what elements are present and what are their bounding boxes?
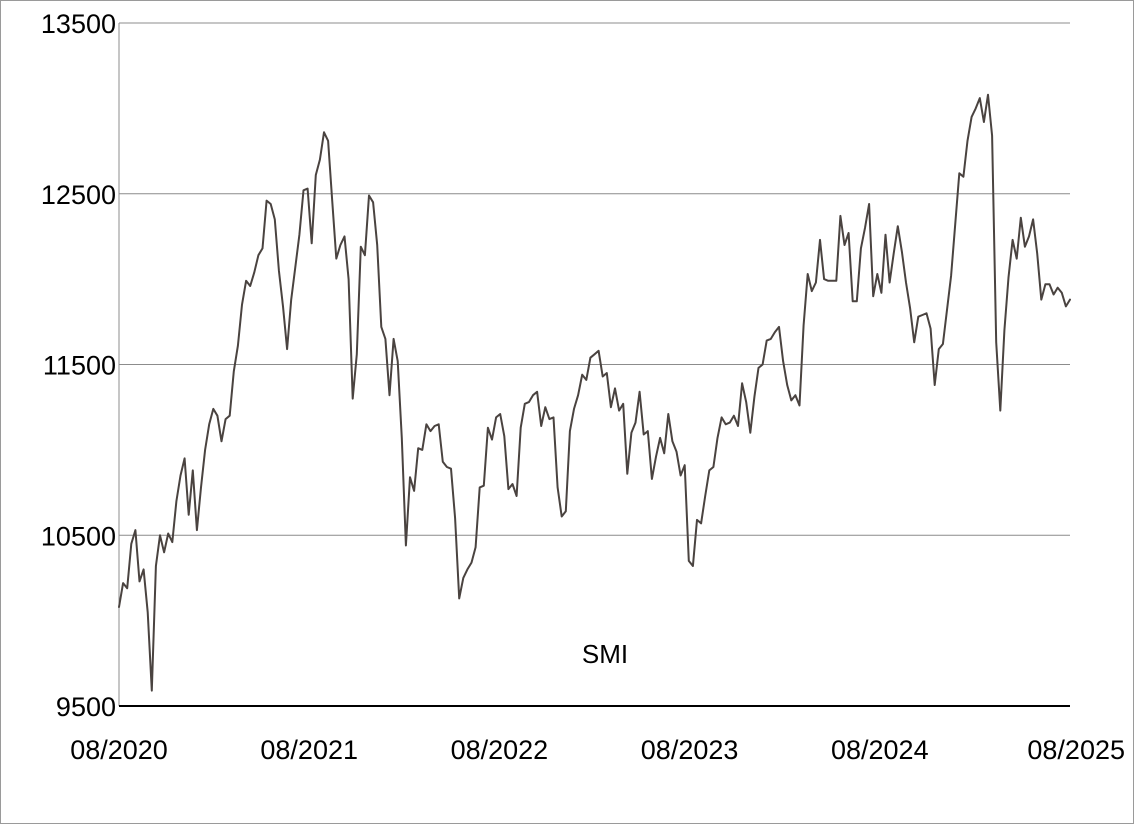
y-tick-label-12500: 12500 xyxy=(41,180,116,210)
y-tick-label-10500: 10500 xyxy=(41,521,116,551)
y-tick-label-11500: 11500 xyxy=(43,351,116,381)
series-layer xyxy=(118,93,1071,692)
smi-series-line xyxy=(118,93,1071,692)
gridlines xyxy=(119,22,1070,536)
y-tick-label-13500: 13500 xyxy=(41,9,116,39)
x-tick-label-3: 08/2023 xyxy=(641,735,739,765)
x-tick-labels: 08/2020 08/2021 08/2022 08/2023 08/2024 08/20… xyxy=(70,735,1125,765)
x-tick-label-2: 08/2022 xyxy=(451,735,549,765)
series-annotation-label: SMI xyxy=(582,639,628,669)
x-tick-label-5: 08/2025 xyxy=(1027,735,1125,765)
y-tick-labels: 9500 10500 11500 12500 13500 xyxy=(41,9,116,722)
x-tick-label-1: 08/2021 xyxy=(260,735,358,765)
x-tick-label-0: 08/2020 xyxy=(70,735,168,765)
x-tick-label-4: 08/2024 xyxy=(831,735,929,765)
y-tick-label-9500: 9500 xyxy=(56,692,116,722)
axes xyxy=(118,23,1070,707)
